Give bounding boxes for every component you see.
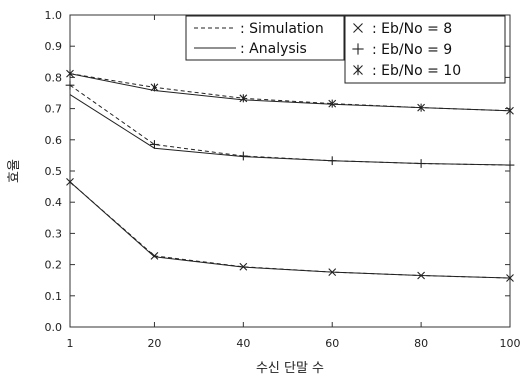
data-point-ebno-8 [328, 268, 337, 276]
plot-area [65, 69, 515, 282]
data-point-ebno-9 [416, 159, 426, 168]
analysis-line-ebno-9 [69, 94, 511, 166]
data-point-ebno-8 [506, 274, 514, 282]
data-point-ebno-8 [150, 251, 159, 260]
legend-ebno8-label: : Eb/No = 8 [372, 21, 452, 37]
x-tick-label: 80 [414, 337, 428, 350]
x-axis: 1 20 40 60 80 100 [67, 15, 521, 350]
marker-stroke [328, 268, 337, 276]
y-tick-label: 0.2 [45, 259, 63, 272]
y-tick-label: 0.8 [45, 71, 63, 84]
data-point-ebno-9 [238, 151, 248, 161]
simulation-line-ebno-9 [69, 84, 511, 166]
simulation-line-ebno-10 [69, 73, 511, 112]
legend-simulation-label: : Simulation [240, 21, 324, 37]
y-axis: 0.0 0.1 0.2 0.3 0.4 0.5 0.6 0.7 0.8 0.9 1.0 [45, 9, 510, 334]
data-point-ebno-9 [505, 160, 515, 170]
marker-stroke [506, 274, 514, 282]
marker-stroke [417, 271, 426, 280]
x-tick-label: 100 [500, 337, 521, 350]
legend-ebno9-label: : Eb/No = 9 [372, 42, 452, 58]
y-tick-label: 0.3 [45, 227, 63, 240]
y-tick-label: 0.6 [45, 134, 63, 147]
simulation-line-ebno-8 [69, 181, 511, 279]
data-point-ebno-8 [66, 178, 74, 186]
data-point-ebno-8 [239, 262, 248, 271]
y-tick-label: 0.1 [45, 290, 63, 303]
x-tick-label: 40 [236, 337, 250, 350]
data-point-ebno-9 [327, 156, 337, 166]
marker-stroke [353, 23, 363, 33]
marker-stroke [150, 251, 159, 260]
y-tick-label: 0.0 [45, 321, 63, 334]
legend-markers-box [344, 15, 506, 84]
legend: : Simulation : Analysis : Eb/No = 8 : Eb… [185, 15, 506, 84]
legend-marker-x-icon [353, 23, 363, 33]
y-tick-label: 0.5 [45, 165, 63, 178]
legend-marker-plus-icon [352, 43, 364, 55]
x-tick-label: 60 [325, 337, 339, 350]
data-point-ebno-10 [328, 99, 337, 108]
x-tick-label: 20 [147, 337, 161, 350]
data-point-ebno-10 [506, 106, 514, 115]
legend-ebno10-label: : Eb/No = 10 [372, 63, 461, 79]
data-point-ebno-9 [150, 140, 159, 149]
marker-stroke [239, 262, 248, 271]
data-point-ebno-9 [65, 80, 75, 90]
data-point-ebno-10 [417, 103, 426, 112]
y-tick-label: 0.4 [45, 196, 63, 209]
data-point-ebno-10 [239, 94, 248, 103]
data-point-ebno-10 [66, 69, 74, 78]
marker-stroke [66, 178, 74, 186]
y-tick-label: 0.9 [45, 40, 63, 53]
x-axis-title: 수신 단말 수 [256, 361, 324, 376]
y-tick-label: 1.0 [45, 9, 63, 22]
data-point-ebno-10 [150, 83, 159, 92]
x-tick-label: 1 [67, 337, 74, 350]
analysis-line-ebno-8 [69, 181, 511, 279]
legend-lines-box [185, 15, 345, 61]
data-point-ebno-8 [417, 271, 426, 280]
legend-marker-star-icon [353, 64, 363, 76]
y-tick-label: 0.7 [45, 103, 63, 116]
legend-analysis-label: : Analysis [240, 41, 307, 57]
y-axis-title: 효율 [7, 159, 22, 183]
